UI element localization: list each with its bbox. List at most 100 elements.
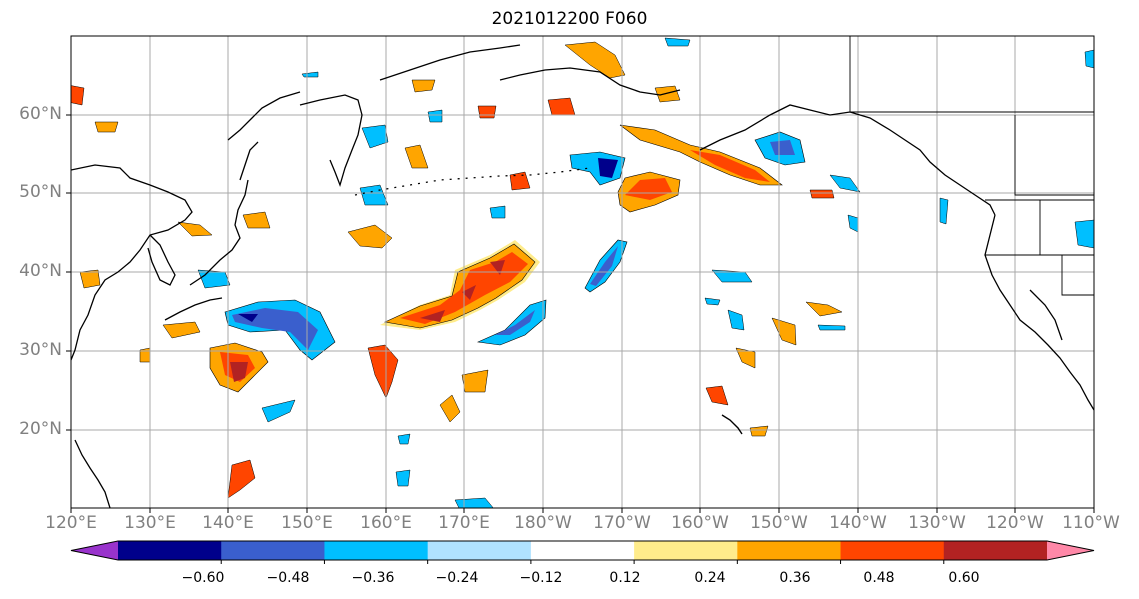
anomaly-small-negative: [454, 497, 494, 508]
lon-label: 150°W: [750, 513, 808, 533]
anomaly-small-negative: [301, 71, 319, 78]
anomaly-small-negative: [829, 174, 861, 193]
anomaly-small-positive: [411, 79, 436, 93]
colorbar-tick-label: −0.24: [435, 570, 479, 586]
anomaly-negative-goa-core: [770, 140, 795, 155]
lon-label: 140°E: [202, 513, 254, 533]
anomaly-small-negative: [704, 297, 721, 306]
anomaly-small-positive: [177, 221, 213, 237]
colorbar-segment: [634, 541, 738, 560]
anomaly-positive-band-peak3: [490, 260, 505, 275]
anomaly-small-negative: [817, 324, 846, 331]
anomaly-field: [71, 37, 1094, 508]
anomaly-small-positive: [654, 85, 681, 103]
anomaly-small-positive: [71, 85, 85, 106]
lat-label-30: 30°N: [19, 340, 62, 360]
colorbar-segment: [118, 541, 222, 560]
anomaly-small-positive: [79, 269, 101, 289]
anomaly-negative-band: [476, 299, 547, 346]
tick-marks: [66, 114, 1095, 513]
lat-label-20: 20°N: [19, 419, 62, 439]
anomaly-small-positive: [477, 105, 497, 119]
coastlines: [71, 44, 1094, 508]
anomaly-small-positive: [749, 425, 769, 437]
colorbar-tick-label: −0.60: [181, 570, 225, 586]
lon-label: 130°W: [908, 513, 966, 533]
lon-label: 110°W: [1062, 513, 1120, 533]
lon-label: 170°W: [593, 513, 651, 533]
anomaly-small-negative: [395, 469, 411, 487]
anomaly-small-positive: [439, 394, 461, 423]
anomaly-small-positive: [367, 344, 399, 399]
colorbar-segment: [840, 541, 945, 560]
lat-label-40: 40°N: [19, 261, 62, 281]
anomaly-positive-aleutian-core: [625, 178, 672, 200]
anomaly-small-positive: [705, 385, 729, 406]
anomaly-small-positive: [809, 189, 835, 199]
gridlines: [71, 36, 1094, 508]
lon-label: 140°W: [829, 513, 887, 533]
anomaly-small-positive: [805, 301, 843, 317]
anomaly-small-negative: [1074, 219, 1094, 249]
anomaly-small-positive: [461, 369, 489, 393]
lon-label: 130°E: [124, 513, 176, 533]
lon-label: 120°W: [986, 513, 1044, 533]
anomaly-small-positive: [404, 144, 429, 169]
anomaly-very-strong: [230, 362, 248, 382]
anomaly-small-positive: [162, 321, 201, 339]
lat-label-50: 50°N: [19, 182, 62, 202]
colorbar-tick-label: 0.48: [863, 570, 895, 586]
anomaly-negative-hawaii-core: [590, 246, 618, 286]
lon-label: 170°E: [438, 513, 490, 533]
anomaly-small-negative: [197, 269, 231, 289]
lon-label: 150°E: [281, 513, 333, 533]
colorbar-tick-label: 0.24: [694, 570, 726, 586]
anomaly-small-negative: [361, 124, 389, 149]
colorbar-segment: [943, 541, 1048, 560]
colorbar-tick-label: −0.36: [351, 570, 395, 586]
colorbar-extend-low: [71, 541, 118, 560]
colorbar-tick-label: 0.36: [779, 570, 811, 586]
anomaly-positive-band-peak: [420, 310, 445, 322]
colorbar-tick-label: 0.12: [609, 570, 641, 586]
colorbar: [70, 540, 1095, 564]
anomaly-small-positive: [94, 121, 119, 133]
anomaly-small-positive: [509, 171, 531, 191]
anomaly-small-negative: [1084, 49, 1094, 69]
lon-label: 120°E: [45, 513, 97, 533]
lon-label: 180°W: [514, 513, 572, 533]
colorbar-segment: [221, 541, 325, 560]
anomaly-small-negative: [727, 309, 745, 331]
colorbar-outline: [70, 540, 1095, 561]
anomaly-small-positive: [771, 317, 797, 346]
colorbar-segment: [324, 541, 429, 560]
anomaly-small-positive: [564, 41, 626, 79]
colorbar-tick-label: −0.12: [519, 570, 563, 586]
anomaly-small-positive: [139, 347, 151, 363]
lon-label: 160°E: [360, 513, 412, 533]
map-title: 2021012200 F060: [491, 9, 648, 29]
anomaly-small-negative: [359, 184, 389, 206]
anomaly-small-negative: [397, 433, 411, 445]
colorbar-extend-high: [1047, 541, 1094, 560]
anomaly-small-negative: [711, 269, 753, 283]
lat-label-60: 60°N: [19, 104, 62, 124]
anomaly-small-negative: [261, 399, 296, 423]
anomaly-small-negative: [427, 109, 443, 123]
anomaly-small-positive: [242, 211, 271, 229]
anomaly-small-negative: [489, 205, 506, 219]
anomaly-negative-japan-peak: [238, 314, 258, 322]
colorbar-tick-label: −0.48: [266, 570, 310, 586]
anomaly-small-negative: [939, 197, 949, 225]
anomaly-small-positive: [347, 224, 393, 249]
anomaly-positive-band-peak2: [462, 285, 476, 300]
anomaly-small-negative: [847, 214, 859, 233]
anomaly-small-positive: [227, 459, 256, 499]
anomaly-negative-band-core: [495, 310, 535, 335]
anomaly-small-positive: [547, 97, 576, 116]
anomaly-small-negative: [664, 37, 691, 47]
borders: [849, 36, 1094, 296]
anomaly-negative-bering: [569, 151, 626, 186]
anomaly-negative-bering-core: [598, 158, 618, 178]
